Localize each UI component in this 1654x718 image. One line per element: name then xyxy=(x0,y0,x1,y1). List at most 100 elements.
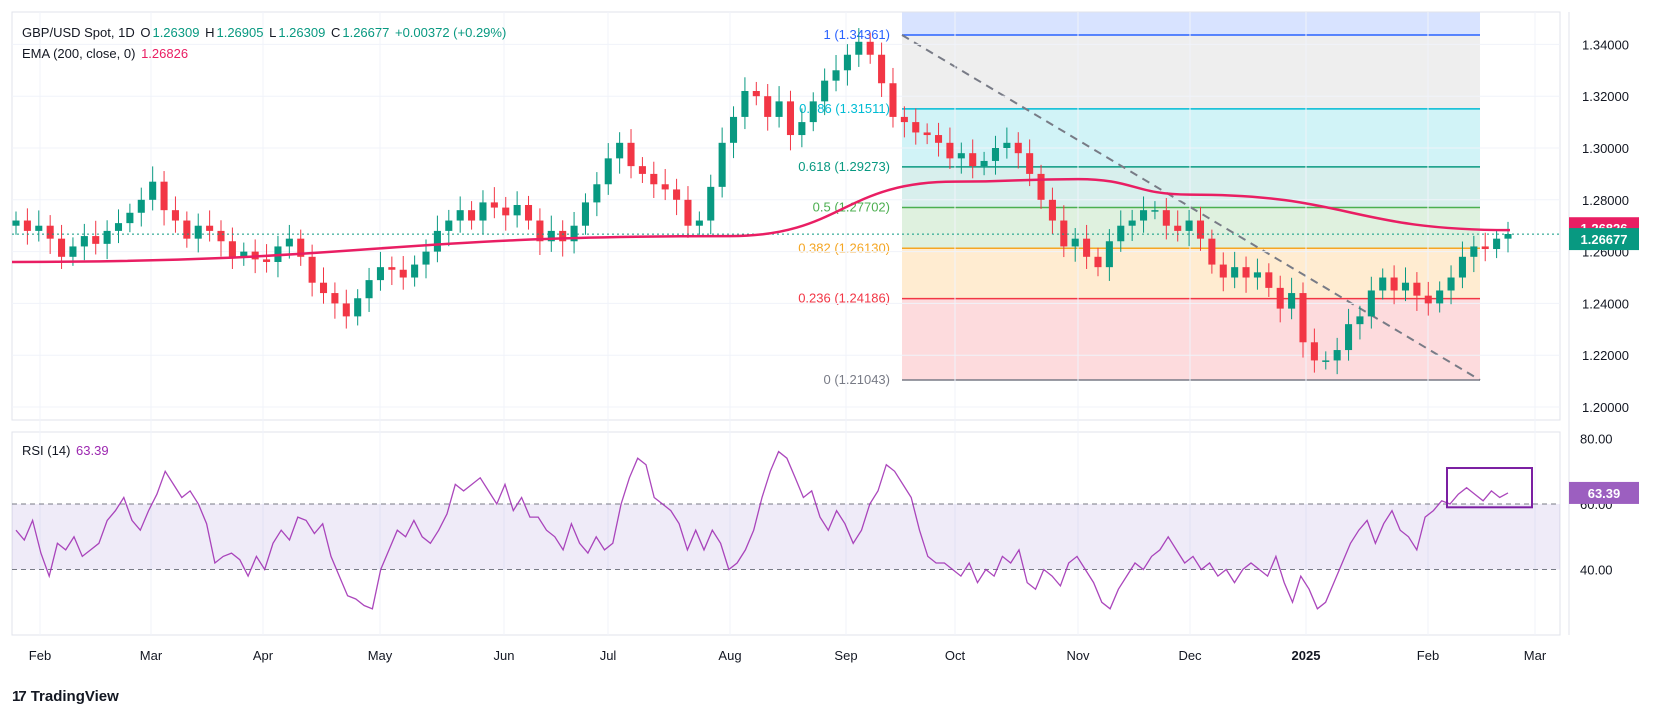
candle-body xyxy=(479,202,487,221)
time-tick-label: Oct xyxy=(945,648,966,663)
candle-body xyxy=(1299,293,1307,343)
candle-body xyxy=(319,282,328,294)
rsi-label: RSI (14) xyxy=(22,443,71,458)
time-tick-label: Nov xyxy=(1066,648,1090,663)
candle-body xyxy=(1094,256,1102,268)
fib-level-label: 0 (1.21043) xyxy=(824,372,891,387)
candle-body xyxy=(604,158,612,185)
candle-body xyxy=(365,280,373,299)
rsi-value: 63.39 xyxy=(76,443,109,458)
candle-body xyxy=(1219,264,1227,278)
candle-body xyxy=(752,91,760,97)
low-value: 1.26309 xyxy=(278,25,326,40)
price-tick-label: 1.28000 xyxy=(1582,193,1629,208)
candle-body xyxy=(536,220,544,242)
fib-zone-0 xyxy=(902,35,1480,109)
candle-body xyxy=(866,41,874,55)
candle-body xyxy=(547,230,555,242)
candle-body xyxy=(80,236,88,247)
symbol-title: GBP/USD Spot, 1D xyxy=(22,25,135,40)
candle-body xyxy=(92,236,100,244)
candle-body xyxy=(376,267,384,281)
high-label: H xyxy=(205,25,215,40)
candle-body xyxy=(194,225,202,239)
candle-body xyxy=(217,230,225,242)
candle-body xyxy=(137,199,145,213)
candle-body xyxy=(1265,272,1273,288)
symbol-ohlc-legend[interactable]: GBP/USD Spot, 1D O 1.26309 H 1.26905 L 1.26… xyxy=(22,25,508,40)
candle-body xyxy=(1401,282,1410,291)
candle-body xyxy=(1458,256,1466,278)
fibonacci-retracement[interactable]: 1 (1.34361) 0.786 (1.31511) 0.618 (1.29273… xyxy=(798,12,1481,387)
rsi-value-badge-text: 63.39 xyxy=(1588,486,1621,501)
candle-body xyxy=(1413,282,1421,296)
rsi-line xyxy=(15,450,1509,610)
candle-body xyxy=(661,184,669,190)
price-tick-label: 1.24000 xyxy=(1582,296,1629,311)
candle-body xyxy=(1140,210,1148,221)
rsi-legend[interactable]: RSI (14) 63.39 xyxy=(22,443,111,458)
tradingview-logo-icon: 17 xyxy=(12,688,27,705)
fib-trend-line xyxy=(901,34,1481,381)
time-tick-label: 2025 xyxy=(1292,648,1321,663)
tradingview-brand[interactable]: 17 TradingView xyxy=(12,688,119,705)
candle-body xyxy=(638,166,646,174)
candle-body xyxy=(331,293,339,304)
time-tick-label: Feb xyxy=(29,648,51,663)
candle-body xyxy=(1026,153,1034,174)
candle-body xyxy=(991,148,1000,161)
candle-body xyxy=(12,220,20,226)
rsi-highlight-box xyxy=(1446,467,1533,509)
candle-body xyxy=(809,101,817,123)
fib-zone-2 xyxy=(902,166,1480,208)
candle-body xyxy=(1174,225,1182,231)
candle-body xyxy=(58,238,66,257)
time-tick-label: Aug xyxy=(718,648,741,663)
last-price-badge-text: 1.26677 xyxy=(1581,232,1628,247)
candle-body xyxy=(1162,210,1170,226)
candle-body xyxy=(468,210,476,221)
candle-body xyxy=(581,202,589,226)
candle-body xyxy=(103,230,111,244)
candle-body xyxy=(1288,293,1296,309)
fib-zone-4 xyxy=(902,248,1480,299)
candle-body xyxy=(183,220,191,239)
candle-body xyxy=(570,225,578,242)
candle-body xyxy=(1253,272,1261,278)
rsi-tick-label: 40.00 xyxy=(1580,563,1613,578)
time-tick-label: Sep xyxy=(834,648,857,663)
candle-body xyxy=(1481,246,1489,250)
close-value: 1.26677 xyxy=(342,25,390,40)
candle-body xyxy=(593,184,601,203)
rsi-tick-label: 80.00 xyxy=(1580,432,1613,447)
candle-body xyxy=(798,122,806,136)
candle-body xyxy=(1014,142,1022,154)
fib-level-label: 0.618 (1.29273) xyxy=(798,159,890,174)
candle-body xyxy=(889,83,897,117)
candle-body xyxy=(923,132,931,136)
candle-body xyxy=(821,80,829,102)
candle-body xyxy=(1151,210,1159,212)
candle-body xyxy=(171,210,179,221)
candle-body xyxy=(843,54,851,71)
fib-zone-1 xyxy=(902,108,1480,167)
ema-legend[interactable]: EMA (200, close, 0) 1.26826 xyxy=(22,46,190,61)
candle-body xyxy=(707,186,715,221)
fib-level-label: 1 (1.34361) xyxy=(824,27,891,42)
ema-200-line xyxy=(11,177,1511,264)
candle-body xyxy=(524,204,533,221)
fib-level-label: 0.382 (1.26130) xyxy=(798,240,890,255)
fib-zone-5 xyxy=(902,298,1480,381)
candle-body xyxy=(1037,173,1045,200)
time-tick-label: Mar xyxy=(140,648,163,663)
candle-body xyxy=(764,96,772,117)
price-grid xyxy=(11,11,1570,636)
candle-body xyxy=(559,230,567,242)
candle-body xyxy=(1504,234,1512,239)
candle-body xyxy=(342,303,350,317)
candle-body xyxy=(1447,277,1455,291)
time-tick-label: Feb xyxy=(1417,648,1439,663)
high-value: 1.26905 xyxy=(216,25,264,40)
low-label: L xyxy=(269,25,277,40)
candle-body xyxy=(1345,324,1353,351)
